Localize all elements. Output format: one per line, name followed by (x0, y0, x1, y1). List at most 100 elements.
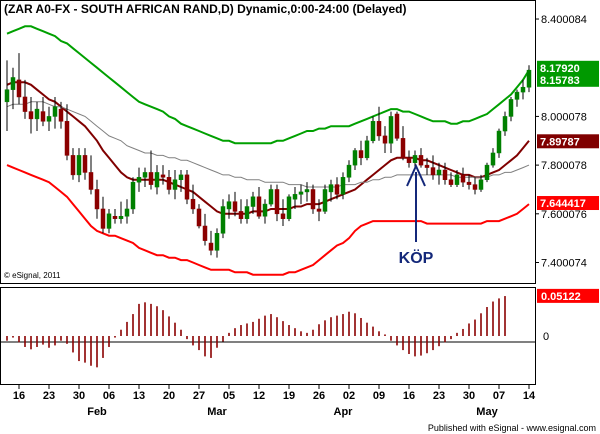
price-tick-label: 8.000078 (541, 111, 587, 123)
price-tag-box (537, 60, 599, 75)
candle-body (94, 189, 100, 210)
candle-body (10, 77, 16, 90)
candle-body (256, 196, 262, 217)
candle-body (502, 116, 508, 132)
oscillator-tag-box (537, 288, 599, 303)
candle-body (232, 201, 238, 212)
candle-body (70, 155, 76, 176)
indicator-lines (6, 25, 530, 276)
price-panel-frame (0, 0, 536, 284)
candle-body (454, 174, 460, 185)
candle-body (328, 184, 334, 193)
candle-body (460, 174, 466, 183)
candle-body (28, 111, 34, 120)
candle-body (472, 184, 478, 190)
candle-body (508, 99, 514, 117)
candle-body (388, 116, 394, 144)
oscillator-panel-frame (0, 287, 536, 385)
candle-body (490, 152, 496, 166)
price-tick-label: 7.400074 (541, 258, 587, 270)
footer-credit: Published with eSignal - www.esignal.com (428, 423, 596, 433)
candle-body (184, 174, 190, 200)
candle-body (400, 138, 406, 159)
candle-body (106, 213, 112, 229)
price-tag-box (537, 134, 599, 149)
price-tick-label: 7.800078 (541, 160, 587, 172)
candle-body (304, 189, 310, 193)
candle-body (244, 206, 250, 219)
candle-body (40, 111, 46, 122)
date-tick-label: 02 (343, 390, 355, 402)
kop-label: KÖP (399, 248, 434, 267)
candle-body (412, 155, 418, 163)
candle-body (178, 174, 184, 180)
price-tag-label: 8.15783 (540, 75, 580, 87)
candle-body (4, 89, 10, 103)
candle-body (292, 194, 298, 200)
date-tick-label: 13 (133, 390, 145, 402)
watermark: © eSignal, 2011 (4, 271, 61, 280)
kop-annotation: KÖP (399, 163, 434, 267)
candle-body (448, 179, 454, 185)
candle-body (46, 116, 52, 122)
candle-body (136, 177, 142, 183)
candle-body (436, 169, 442, 176)
candle-body (514, 91, 520, 100)
candle-body (160, 174, 166, 178)
footer-bar (422, 420, 600, 434)
candle-body (268, 189, 274, 205)
date-tick-label: 23 (433, 390, 445, 402)
candle-body (274, 189, 280, 215)
date-tick-label: 30 (73, 390, 85, 402)
oscillator-histogram (6, 296, 506, 368)
candle-body (358, 150, 364, 159)
price-tag-box (537, 72, 599, 87)
candle-body (430, 167, 436, 176)
series-line-0 (6, 25, 530, 145)
candle-body (340, 177, 346, 195)
date-tick-label: 20 (163, 390, 175, 402)
candle-body (496, 130, 502, 154)
price-tag-label: 7.644417 (540, 198, 586, 210)
candle-body (418, 155, 424, 166)
date-axis: 16 23 30 06 13 20 27 05 12 19 26 02 09 16 23 30 07 14 Feb M… (13, 385, 536, 418)
candle-body (346, 164, 352, 178)
candle-body (64, 121, 70, 156)
date-tick-label: 05 (223, 390, 235, 402)
candle-body (202, 225, 208, 241)
oscillator-tick-label: 0 (543, 331, 549, 343)
candle-body (208, 242, 214, 251)
candle-body (16, 79, 22, 98)
candle-body (148, 172, 154, 185)
date-tick-label: 16 (13, 390, 25, 402)
candle-body (280, 213, 286, 219)
date-tick-label: 06 (103, 390, 115, 402)
series-line-3 (6, 164, 530, 276)
kop-arrow-head (406, 163, 426, 187)
candle-body (100, 208, 106, 229)
candle-body (196, 208, 202, 227)
series-line-1 (6, 81, 530, 215)
date-tick-label: 09 (373, 390, 385, 402)
month-label: Apr (334, 406, 354, 418)
date-tick-label: 16 (403, 390, 415, 402)
candle-body (262, 203, 268, 217)
candle-body (484, 164, 490, 180)
price-tag-label: 7.89787 (540, 136, 580, 148)
candle-body (154, 172, 160, 188)
date-tick-label: 30 (463, 390, 475, 402)
price-tick-label: 7.600076 (541, 209, 587, 221)
candle-body (364, 140, 370, 159)
candle-body (352, 150, 358, 166)
candle-body (520, 86, 526, 93)
candle-body (394, 113, 400, 139)
candle-body (82, 155, 88, 173)
candle-body (406, 157, 412, 163)
candle-body (250, 196, 256, 207)
candle-body (424, 164, 430, 168)
price-tick-label: 8.400084 (541, 14, 587, 26)
candle-body (88, 172, 94, 190)
candle-body (22, 96, 28, 112)
